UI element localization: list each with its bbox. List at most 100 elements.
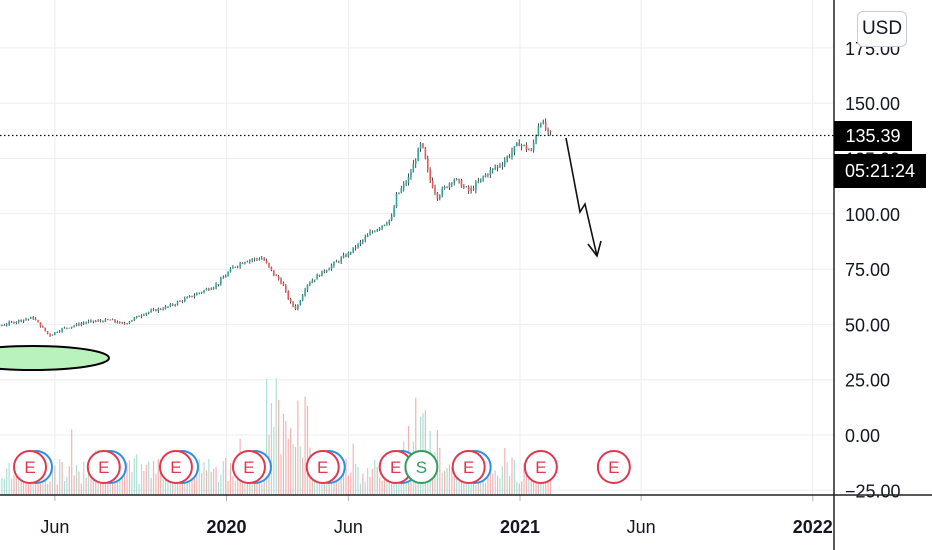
volume-bar [547, 480, 549, 495]
candle-body [451, 182, 453, 184]
volume-bar [410, 474, 412, 495]
volume-bar [92, 470, 94, 495]
volume-bar [56, 484, 58, 495]
volume-bar [444, 470, 446, 495]
volume-bar [290, 428, 292, 495]
candle-body [482, 176, 484, 179]
y-tick-label: 50.00 [845, 315, 890, 335]
split-event-marker[interactable]: S [404, 450, 439, 484]
volume-bar [222, 461, 224, 495]
volume-bar [203, 462, 205, 495]
volume-bar [126, 462, 128, 495]
candle-body [378, 228, 381, 230]
candle-body [484, 174, 487, 177]
volume-bar [275, 378, 277, 495]
volume-bar [374, 460, 376, 495]
marker-label: E [24, 458, 35, 477]
volume-bar [347, 475, 349, 495]
candle-body [280, 279, 282, 284]
candle-body [239, 263, 241, 267]
candle-body [8, 322, 10, 325]
candle-body [494, 167, 496, 169]
earnings-event-marker[interactable]: E [86, 450, 127, 484]
earnings-event-marker[interactable]: E [523, 450, 558, 484]
candle-body [381, 225, 383, 229]
marker-label: E [98, 458, 109, 477]
earnings-event-marker[interactable]: E [451, 450, 492, 484]
volume-bar [8, 463, 10, 495]
candle-body [402, 183, 405, 189]
candle-body [179, 301, 181, 302]
candle-body [70, 326, 73, 328]
y-tick-label: 100.00 [845, 205, 900, 225]
current-price-label: 135.39 [834, 121, 912, 151]
earnings-event-marker[interactable]: E [231, 450, 272, 484]
candle-body [109, 319, 111, 321]
candle-body [138, 316, 140, 317]
earnings-event-marker[interactable]: E [158, 450, 199, 484]
earnings-event-marker[interactable]: E [305, 450, 346, 484]
volume-bar [321, 479, 323, 495]
candle-body [513, 145, 516, 152]
volume-bar [164, 477, 167, 495]
volume-bar [188, 472, 191, 495]
candle-body [383, 224, 386, 226]
candle-body [183, 298, 186, 302]
volume-bar [386, 473, 388, 495]
candle-body [316, 275, 318, 280]
volume-bar [54, 465, 56, 495]
candle-body [520, 144, 523, 147]
candle-body [68, 327, 71, 329]
candle-body [114, 319, 116, 322]
candle-body [285, 285, 287, 291]
candle-body [51, 334, 54, 336]
candle-body [439, 195, 441, 199]
user-drawings[interactable] [0, 137, 602, 371]
candle-body [176, 301, 179, 305]
candle-body [116, 321, 119, 323]
volume-bar [83, 461, 85, 495]
earnings-event-marker[interactable]: E [13, 450, 54, 484]
candle-body [376, 229, 379, 232]
volume-bar [112, 473, 114, 495]
candle-body [530, 150, 533, 151]
candle-body [501, 165, 504, 167]
candle-body [477, 181, 480, 183]
candle-body [128, 321, 131, 324]
currency-button[interactable]: USD [857, 11, 907, 47]
candle-body [419, 143, 422, 149]
candle-body [472, 188, 475, 190]
candle-body [388, 219, 391, 224]
volume-bar [133, 458, 135, 495]
volume-bar [241, 471, 244, 495]
candle-body [542, 121, 545, 124]
candle-body [222, 277, 225, 279]
volume-bar [345, 458, 347, 495]
volume-bar [475, 484, 477, 495]
earnings-event-marker[interactable]: E [596, 450, 631, 484]
candle-body [34, 318, 37, 321]
candle-body [489, 170, 492, 175]
candle-body [349, 252, 352, 254]
volume-bar [316, 480, 318, 495]
candle-body [371, 231, 374, 233]
candle-body [359, 241, 362, 244]
volume-bar [234, 481, 236, 495]
volume-bar [463, 474, 465, 495]
volume-bar [138, 483, 140, 495]
volume-bar [68, 465, 70, 495]
candle-body [458, 178, 460, 181]
candle-body [111, 319, 114, 321]
candle-body [102, 321, 104, 322]
candle-body [532, 142, 535, 151]
candle-body [366, 235, 369, 238]
volume-bar [109, 481, 111, 495]
volume-bar [145, 464, 147, 495]
volume-bar [508, 476, 511, 495]
chart-grid [0, 0, 834, 495]
candle-body [210, 288, 213, 290]
volume-bar [516, 481, 518, 495]
candle-body [518, 142, 521, 147]
